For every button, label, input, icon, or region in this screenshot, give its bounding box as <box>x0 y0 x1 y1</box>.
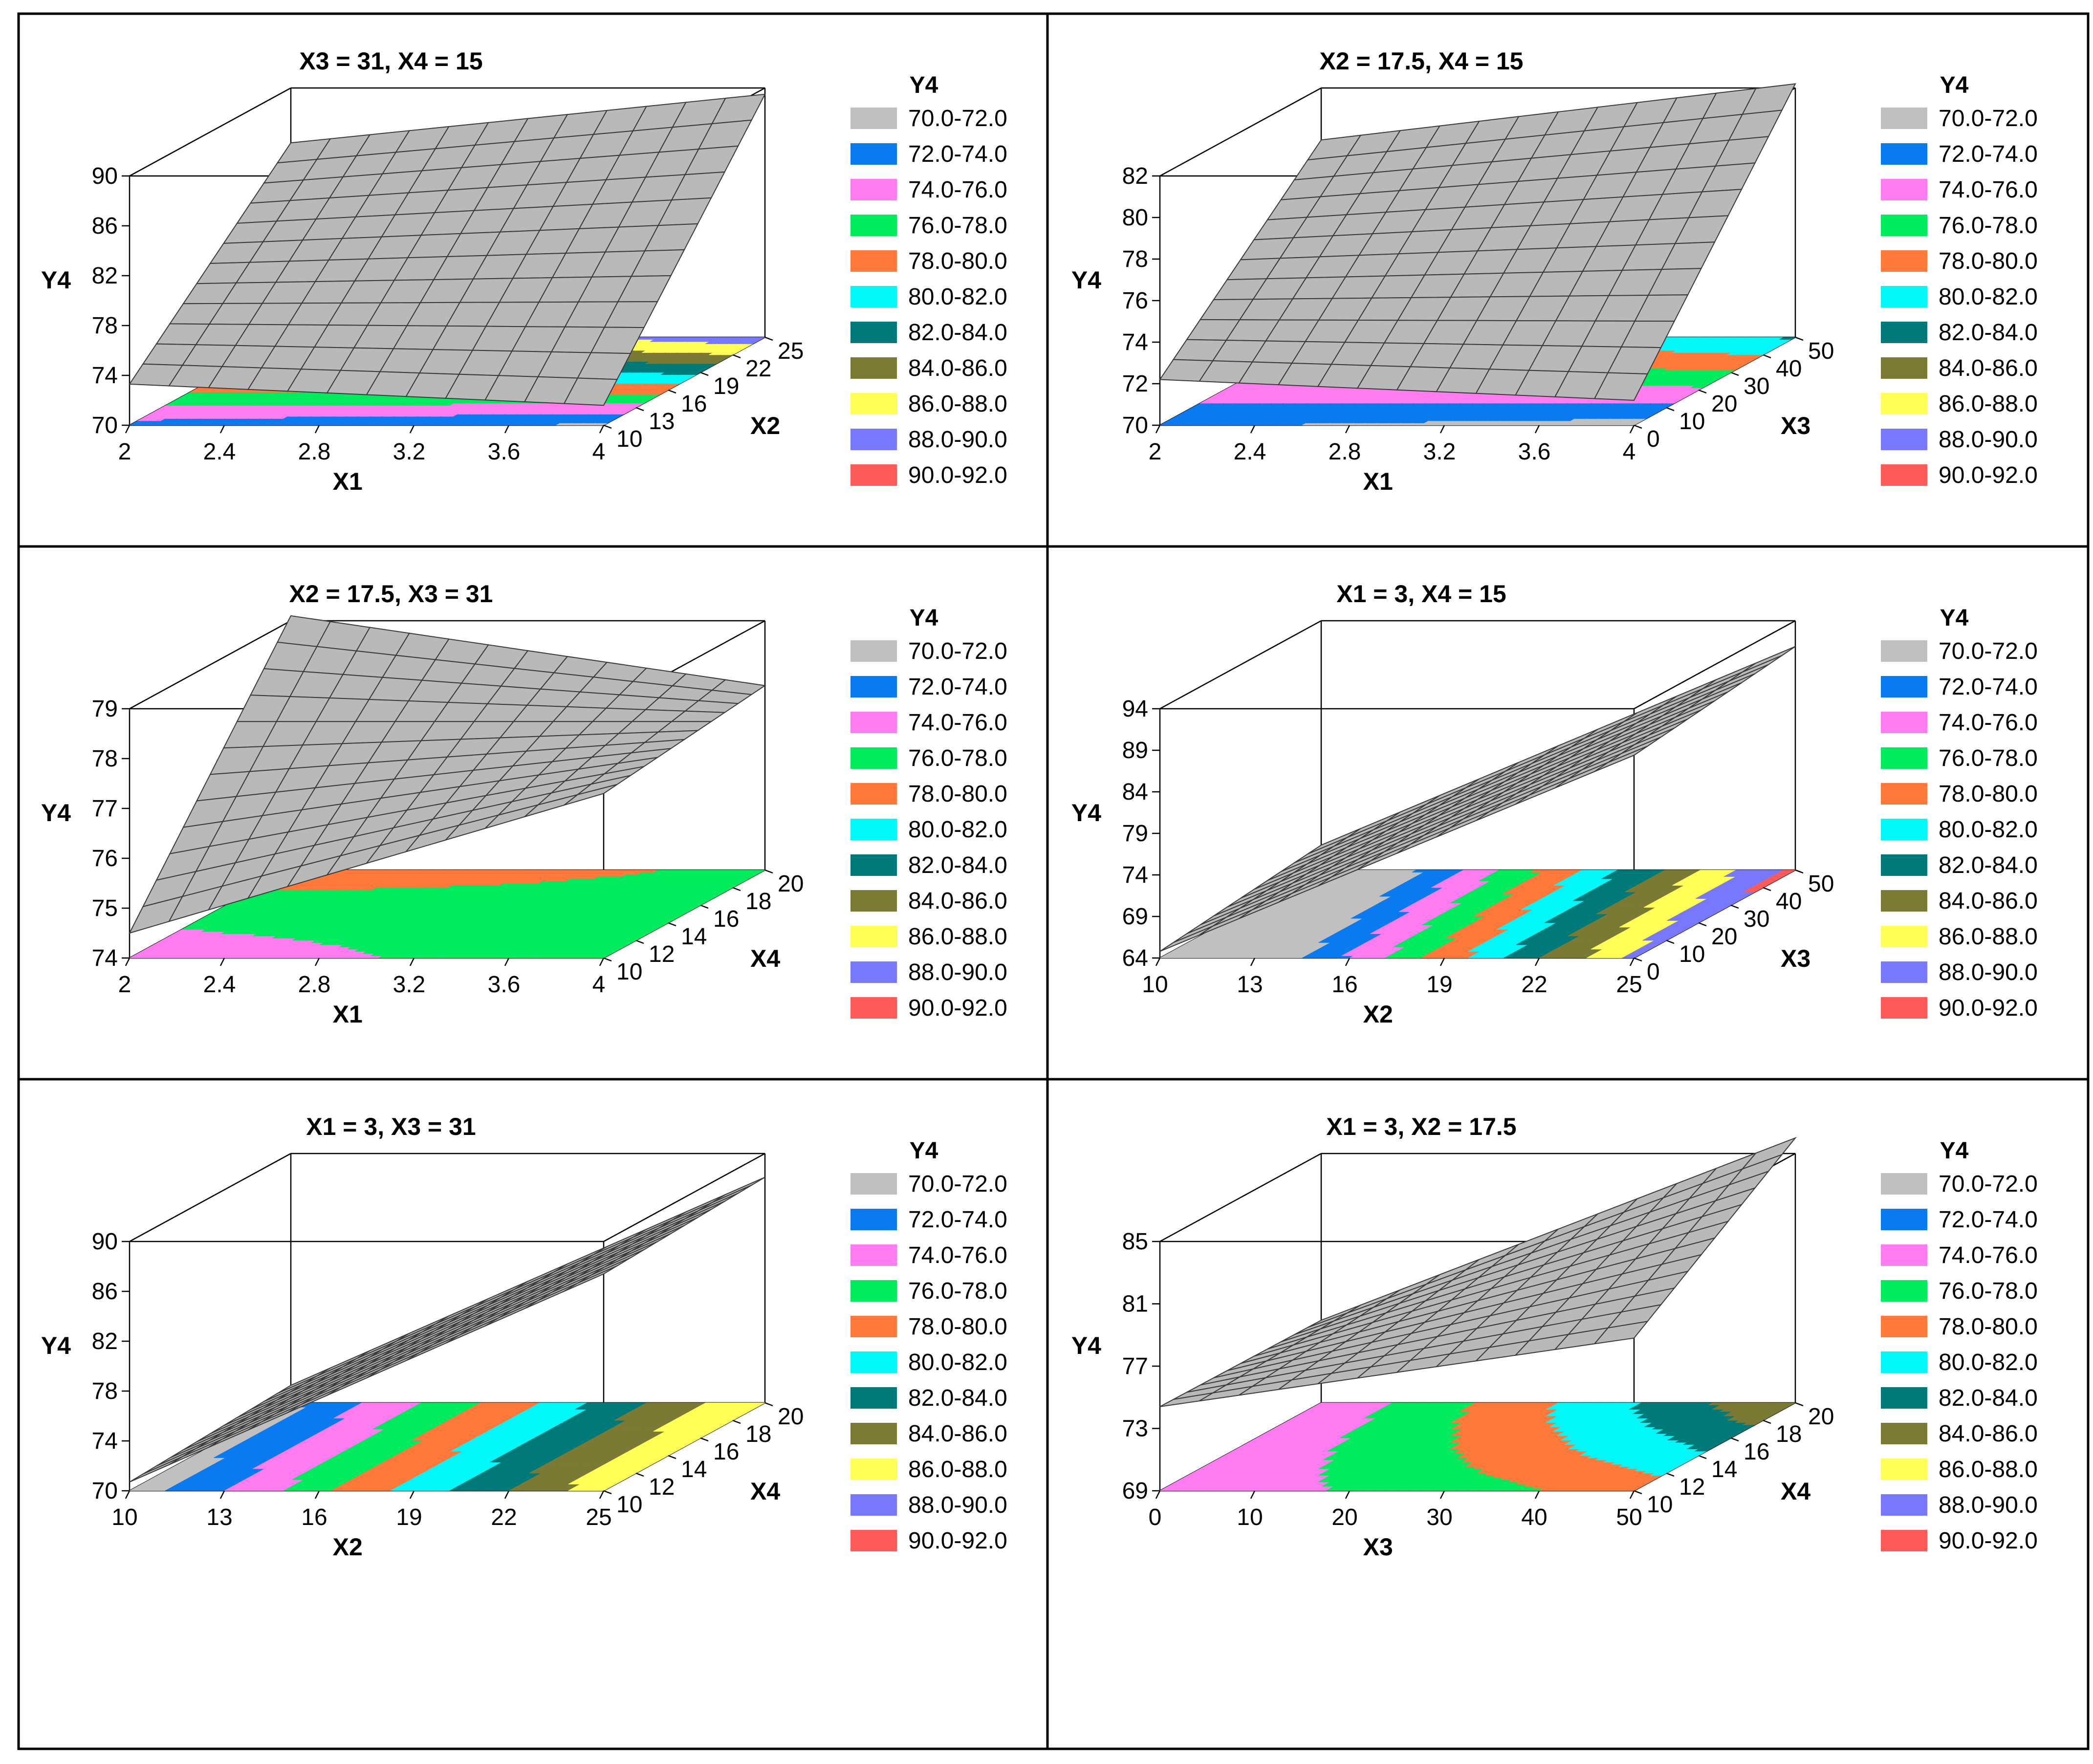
legend-entry-label: 82.0-84.0 <box>1939 320 2038 346</box>
legend-swatch <box>1881 108 1927 129</box>
legend-entry-label: 78.0-80.0 <box>1939 248 2038 274</box>
legend-entry-label: 76.0-78.0 <box>1939 213 2038 239</box>
panels: X3 = 31, X4 = 15 70 74 78 82 86 90 Y4 2 2.4 2.8 3.2… <box>17 12 2090 1750</box>
y-axis-label: X2 <box>750 412 780 439</box>
z-tick-label: 72 <box>1122 371 1148 397</box>
legend-entry-label: 88.0-90.0 <box>908 427 1007 453</box>
y-tick-label: 40 <box>1776 356 1802 382</box>
z-axis-label: Y4 <box>1071 266 1101 294</box>
legend-swatch <box>1881 464 1927 486</box>
legend-entry-label: 70.0-72.0 <box>1939 106 2038 131</box>
y-tick-label: 16 <box>681 391 707 417</box>
y-tick-label: 30 <box>1744 373 1769 399</box>
chart-title: X3 = 31, X4 = 15 <box>299 47 482 75</box>
legend-entry-label: 78.0-80.0 <box>908 248 1007 274</box>
legend-swatch <box>1881 357 1927 379</box>
y-tick-label: 13 <box>649 409 675 435</box>
z-tick-label: 74 <box>1122 329 1148 355</box>
legend-swatch <box>850 286 897 307</box>
legend-swatch <box>1881 250 1927 272</box>
box-edge-left-top <box>129 87 291 177</box>
legend-entry-label: 84.0-86.0 <box>908 355 1007 381</box>
legend-swatch <box>1881 393 1927 414</box>
x-tick-label: 3.2 <box>1423 439 1456 465</box>
x-tick-label: 4 <box>1623 439 1636 465</box>
legend-swatch <box>850 215 897 236</box>
legend-entry-label: 74.0-76.0 <box>908 177 1007 203</box>
legend-entry-label: 72.0-74.0 <box>908 141 1007 167</box>
legend-entry-label: 70.0-72.0 <box>908 106 1007 131</box>
x-tick-label: 2.8 <box>298 439 331 465</box>
legend-entry-label: 74.0-76.0 <box>1939 177 2038 203</box>
legend-swatch <box>1881 179 1927 200</box>
legend-swatch <box>850 179 897 200</box>
legend-swatch <box>1881 143 1927 165</box>
y-tick-label: 22 <box>745 356 771 382</box>
legend-entry-label: 76.0-78.0 <box>908 213 1007 239</box>
z-tick-label: 70 <box>92 413 118 438</box>
legend-swatch <box>850 357 897 379</box>
z-tick-label: 74 <box>92 363 118 389</box>
legend-swatch <box>850 143 897 165</box>
legend-entry-label: 72.0-74.0 <box>1939 141 2038 167</box>
z-tick-label: 78 <box>92 313 118 339</box>
z-axis-label: Y4 <box>41 266 71 294</box>
figure-frame <box>17 12 2090 1750</box>
x-tick-label: 2.4 <box>1234 439 1266 465</box>
z-tick-label: 70 <box>1122 413 1148 438</box>
y-tick-label: 0 <box>1647 426 1660 452</box>
x-axis-label: X1 <box>333 468 363 495</box>
legend-entry-label: 88.0-90.0 <box>1939 427 2038 453</box>
legend-entry-label: 82.0-84.0 <box>908 320 1007 346</box>
x-tick-label: 2.8 <box>1329 439 1361 465</box>
legend-swatch <box>850 322 897 343</box>
legend-entry-label: 90.0-92.0 <box>1939 462 2038 488</box>
z-tick-label: 90 <box>92 163 118 189</box>
z-tick-label: 86 <box>92 213 118 239</box>
y-tick-label: 19 <box>713 373 739 399</box>
legend-swatch <box>1881 215 1927 236</box>
y-axis-label: X3 <box>1781 412 1810 439</box>
legend-swatch <box>850 393 897 414</box>
z-tick-label: 78 <box>1122 246 1148 272</box>
x-tick-label: 3.6 <box>488 439 521 465</box>
x-tick-label: 4 <box>592 439 606 465</box>
z-tick-label: 82 <box>1122 163 1148 189</box>
y-tick-label: 25 <box>778 338 804 364</box>
chart-title: X2 = 17.5, X4 = 15 <box>1320 47 1524 75</box>
legend-swatch <box>850 464 897 486</box>
x-tick-label: 2 <box>1149 439 1162 465</box>
legend-entry-label: 80.0-82.0 <box>1939 284 2038 310</box>
x-tick-label: 3.2 <box>393 439 426 465</box>
legend-swatch <box>1881 429 1927 450</box>
y-tick-label: 10 <box>1679 409 1705 435</box>
x-tick-label: 2.4 <box>203 439 236 465</box>
z-tick-label: 82 <box>92 263 118 289</box>
y-tick-label: 50 <box>1808 338 1834 364</box>
y-tick-label: 10 <box>616 426 642 452</box>
legend-swatch <box>1881 322 1927 343</box>
chart-panel-1: X3 = 31, X4 = 15 70 74 78 82 86 90 Y4 2 2.4 2.8 3.2… <box>41 47 1007 495</box>
z-tick-label: 76 <box>1122 288 1148 314</box>
x-tick-label: 2 <box>118 439 131 465</box>
chart-title: X2 = 17.5, X3 = 31 <box>289 580 493 608</box>
legend-swatch <box>850 108 897 129</box>
legend-swatch <box>850 429 897 450</box>
legend-title: Y4 <box>910 72 938 98</box>
y-tick-label: 20 <box>1711 391 1737 417</box>
x-axis-label: X1 <box>1363 468 1393 495</box>
legend-swatch <box>1881 286 1927 307</box>
legend-entry-label: 86.0-88.0 <box>1939 391 2038 417</box>
legend-title: Y4 <box>1940 72 1969 98</box>
legend-entry-label: 90.0-92.0 <box>908 462 1007 488</box>
legend-entry-label: 84.0-86.0 <box>1939 355 2038 381</box>
z-tick-label: 80 <box>1122 205 1148 231</box>
legend-swatch <box>850 250 897 272</box>
legend-entry-label: 80.0-82.0 <box>908 284 1007 310</box>
x-tick-label: 3.6 <box>1518 439 1551 465</box>
legend-entry-label: 86.0-88.0 <box>908 391 1007 417</box>
